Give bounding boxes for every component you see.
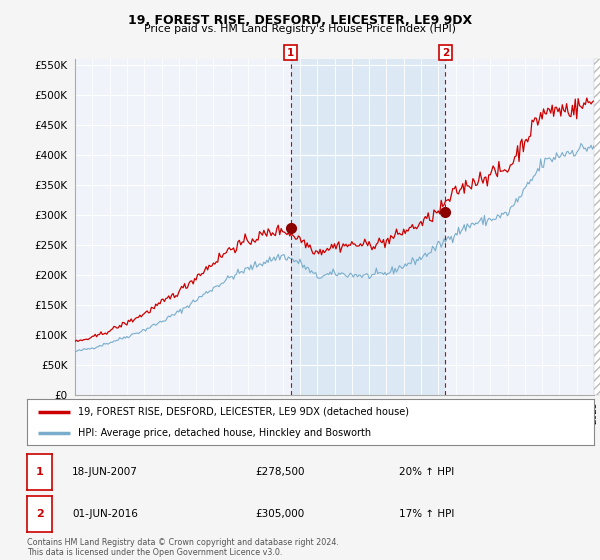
Text: £305,000: £305,000 bbox=[255, 509, 304, 519]
Text: Price paid vs. HM Land Registry's House Price Index (HPI): Price paid vs. HM Land Registry's House … bbox=[144, 24, 456, 34]
Text: 17% ↑ HPI: 17% ↑ HPI bbox=[399, 509, 454, 519]
Text: HPI: Average price, detached house, Hinckley and Bosworth: HPI: Average price, detached house, Hinc… bbox=[78, 428, 371, 438]
Text: 20% ↑ HPI: 20% ↑ HPI bbox=[399, 467, 454, 477]
Text: 18-JUN-2007: 18-JUN-2007 bbox=[72, 467, 138, 477]
Text: 19, FOREST RISE, DESFORD, LEICESTER, LE9 9DX: 19, FOREST RISE, DESFORD, LEICESTER, LE9… bbox=[128, 14, 472, 27]
Text: 19, FOREST RISE, DESFORD, LEICESTER, LE9 9DX (detached house): 19, FOREST RISE, DESFORD, LEICESTER, LE9… bbox=[78, 407, 409, 417]
Text: 2: 2 bbox=[442, 48, 449, 58]
Bar bbox=[290, 59, 445, 395]
Text: Contains HM Land Registry data © Crown copyright and database right 2024.
This d: Contains HM Land Registry data © Crown c… bbox=[27, 538, 339, 557]
Text: 01-JUN-2016: 01-JUN-2016 bbox=[72, 509, 138, 519]
Text: 1: 1 bbox=[36, 467, 43, 477]
Text: £278,500: £278,500 bbox=[255, 467, 305, 477]
Text: 2: 2 bbox=[36, 509, 43, 519]
Text: 1: 1 bbox=[287, 48, 294, 58]
